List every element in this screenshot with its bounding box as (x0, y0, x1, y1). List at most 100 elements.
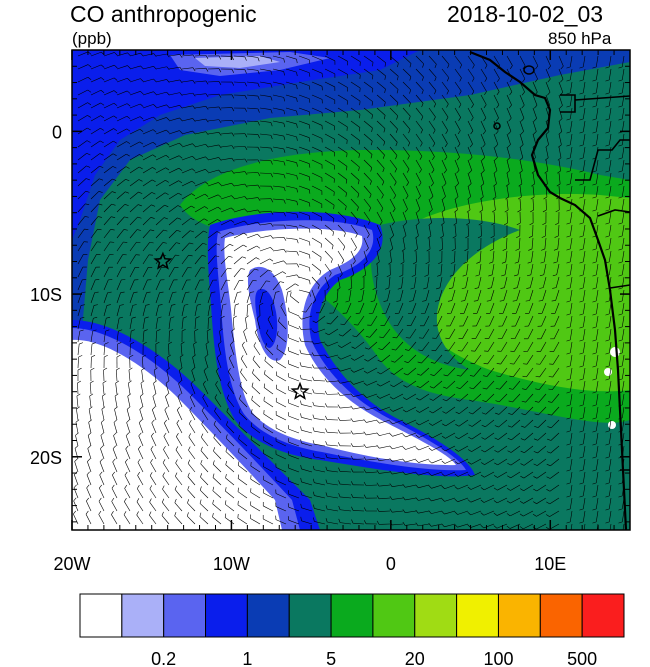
wind-barb-flag (233, 315, 237, 319)
wind-barb (86, 474, 92, 486)
wind-barb-flag (556, 183, 561, 187)
wind-barb-flag (458, 104, 462, 108)
wind-barb (379, 471, 391, 474)
wind-barb (595, 406, 599, 418)
wind-barb-flag (566, 313, 571, 316)
wind-barb-flag (346, 166, 348, 171)
wind-barb (225, 451, 235, 460)
wind-barb (125, 435, 131, 447)
wind-barb (214, 397, 222, 408)
wind-barb (550, 458, 560, 467)
wind-barb-flag (86, 153, 91, 156)
wind-barb (582, 159, 586, 171)
wind-barb (350, 263, 355, 275)
wind-barb-flag (468, 183, 472, 187)
wind-barb (191, 370, 196, 382)
wind-barb (621, 406, 625, 418)
wind-barb-flag (153, 91, 157, 95)
wind-barb (515, 302, 521, 314)
wind-barb (532, 198, 534, 210)
wind-barb (458, 432, 469, 440)
wind-barb-flag (241, 341, 245, 346)
wind-barb-flag (504, 209, 509, 213)
colorbar-swatch (372, 593, 416, 638)
wind-barb (181, 130, 193, 135)
wind-barb (350, 276, 353, 288)
wind-barb-flag (454, 196, 459, 200)
wind-barb (608, 198, 612, 210)
wind-barb (124, 501, 131, 512)
wind-barb (251, 426, 261, 434)
wind-barb (595, 211, 599, 223)
wind-barb-flag (507, 131, 512, 135)
wind-barb-flag (382, 154, 385, 159)
wind-barb-flag (113, 103, 118, 106)
wind-barb (263, 387, 274, 395)
wind-barb (498, 432, 508, 440)
wind-barb-flag (270, 109, 273, 114)
wind-barb-flag (139, 141, 144, 145)
wind-barb (353, 510, 365, 512)
wind-barb (463, 302, 469, 314)
wind-barb-flag (618, 79, 623, 82)
wind-barb (116, 344, 118, 356)
wind-barb-flag (321, 300, 326, 304)
wind-barb (99, 461, 105, 473)
wind-barb (477, 289, 482, 301)
wind-barb-flag (163, 229, 168, 232)
wind-barb-flag (546, 451, 551, 454)
wind-barb-flag (605, 443, 610, 446)
wind-barb-flag (240, 268, 245, 270)
wind-barb (582, 341, 586, 353)
wind-barb-flag (407, 142, 411, 147)
wind-barb-flag (161, 498, 165, 503)
wind-barb (77, 356, 79, 369)
wind-barb-flag (479, 209, 483, 213)
wind-barb (264, 360, 274, 369)
wind-barb (379, 458, 391, 462)
wind-barb (402, 94, 411, 104)
wind-barb (298, 185, 310, 190)
wind-barb-flag (243, 232, 248, 236)
wind-barb-flag (332, 218, 335, 223)
wind-barb (155, 242, 164, 252)
wind-barb (237, 478, 248, 486)
wind-barb (288, 311, 300, 317)
wind-barb (363, 107, 373, 116)
wind-barb (431, 523, 443, 527)
wind-barb (220, 132, 232, 135)
wind-barb (181, 105, 193, 109)
wind-barb-flag (283, 110, 286, 115)
wind-barb (462, 328, 469, 339)
wind-barb-flag (86, 471, 90, 475)
wind-barb (168, 192, 179, 200)
wind-barb-flag (140, 78, 144, 82)
wind-barb (266, 333, 274, 343)
wind-barb (411, 302, 417, 314)
wind-barb-flag (264, 370, 266, 375)
wind-barb-flag (154, 354, 159, 358)
wind-barb-flag (433, 103, 437, 108)
wind-barb (621, 341, 625, 353)
wind-barb (467, 94, 474, 105)
wind-barb (497, 445, 508, 453)
wind-barb (480, 211, 483, 223)
wind-barb-flag (138, 432, 142, 437)
wind-barb-flag (337, 345, 342, 348)
wind-barb (549, 497, 560, 505)
wind-barb-flag (111, 216, 116, 218)
wind-barb (233, 81, 245, 83)
wind-barb-flag (100, 115, 105, 119)
wind-barb (129, 318, 133, 330)
wind-barb (558, 81, 564, 93)
wind-barb (569, 315, 573, 327)
wind-barb-flag (270, 302, 275, 306)
wind-barb-flag (275, 291, 280, 293)
wind-barb (376, 55, 386, 63)
wind-barb (272, 55, 284, 59)
wind-barb-flag (559, 118, 563, 122)
wind-barb-flag (103, 367, 108, 371)
wind-barb (201, 437, 209, 447)
wind-barb (99, 487, 105, 499)
wind-barb-flag (324, 378, 328, 383)
